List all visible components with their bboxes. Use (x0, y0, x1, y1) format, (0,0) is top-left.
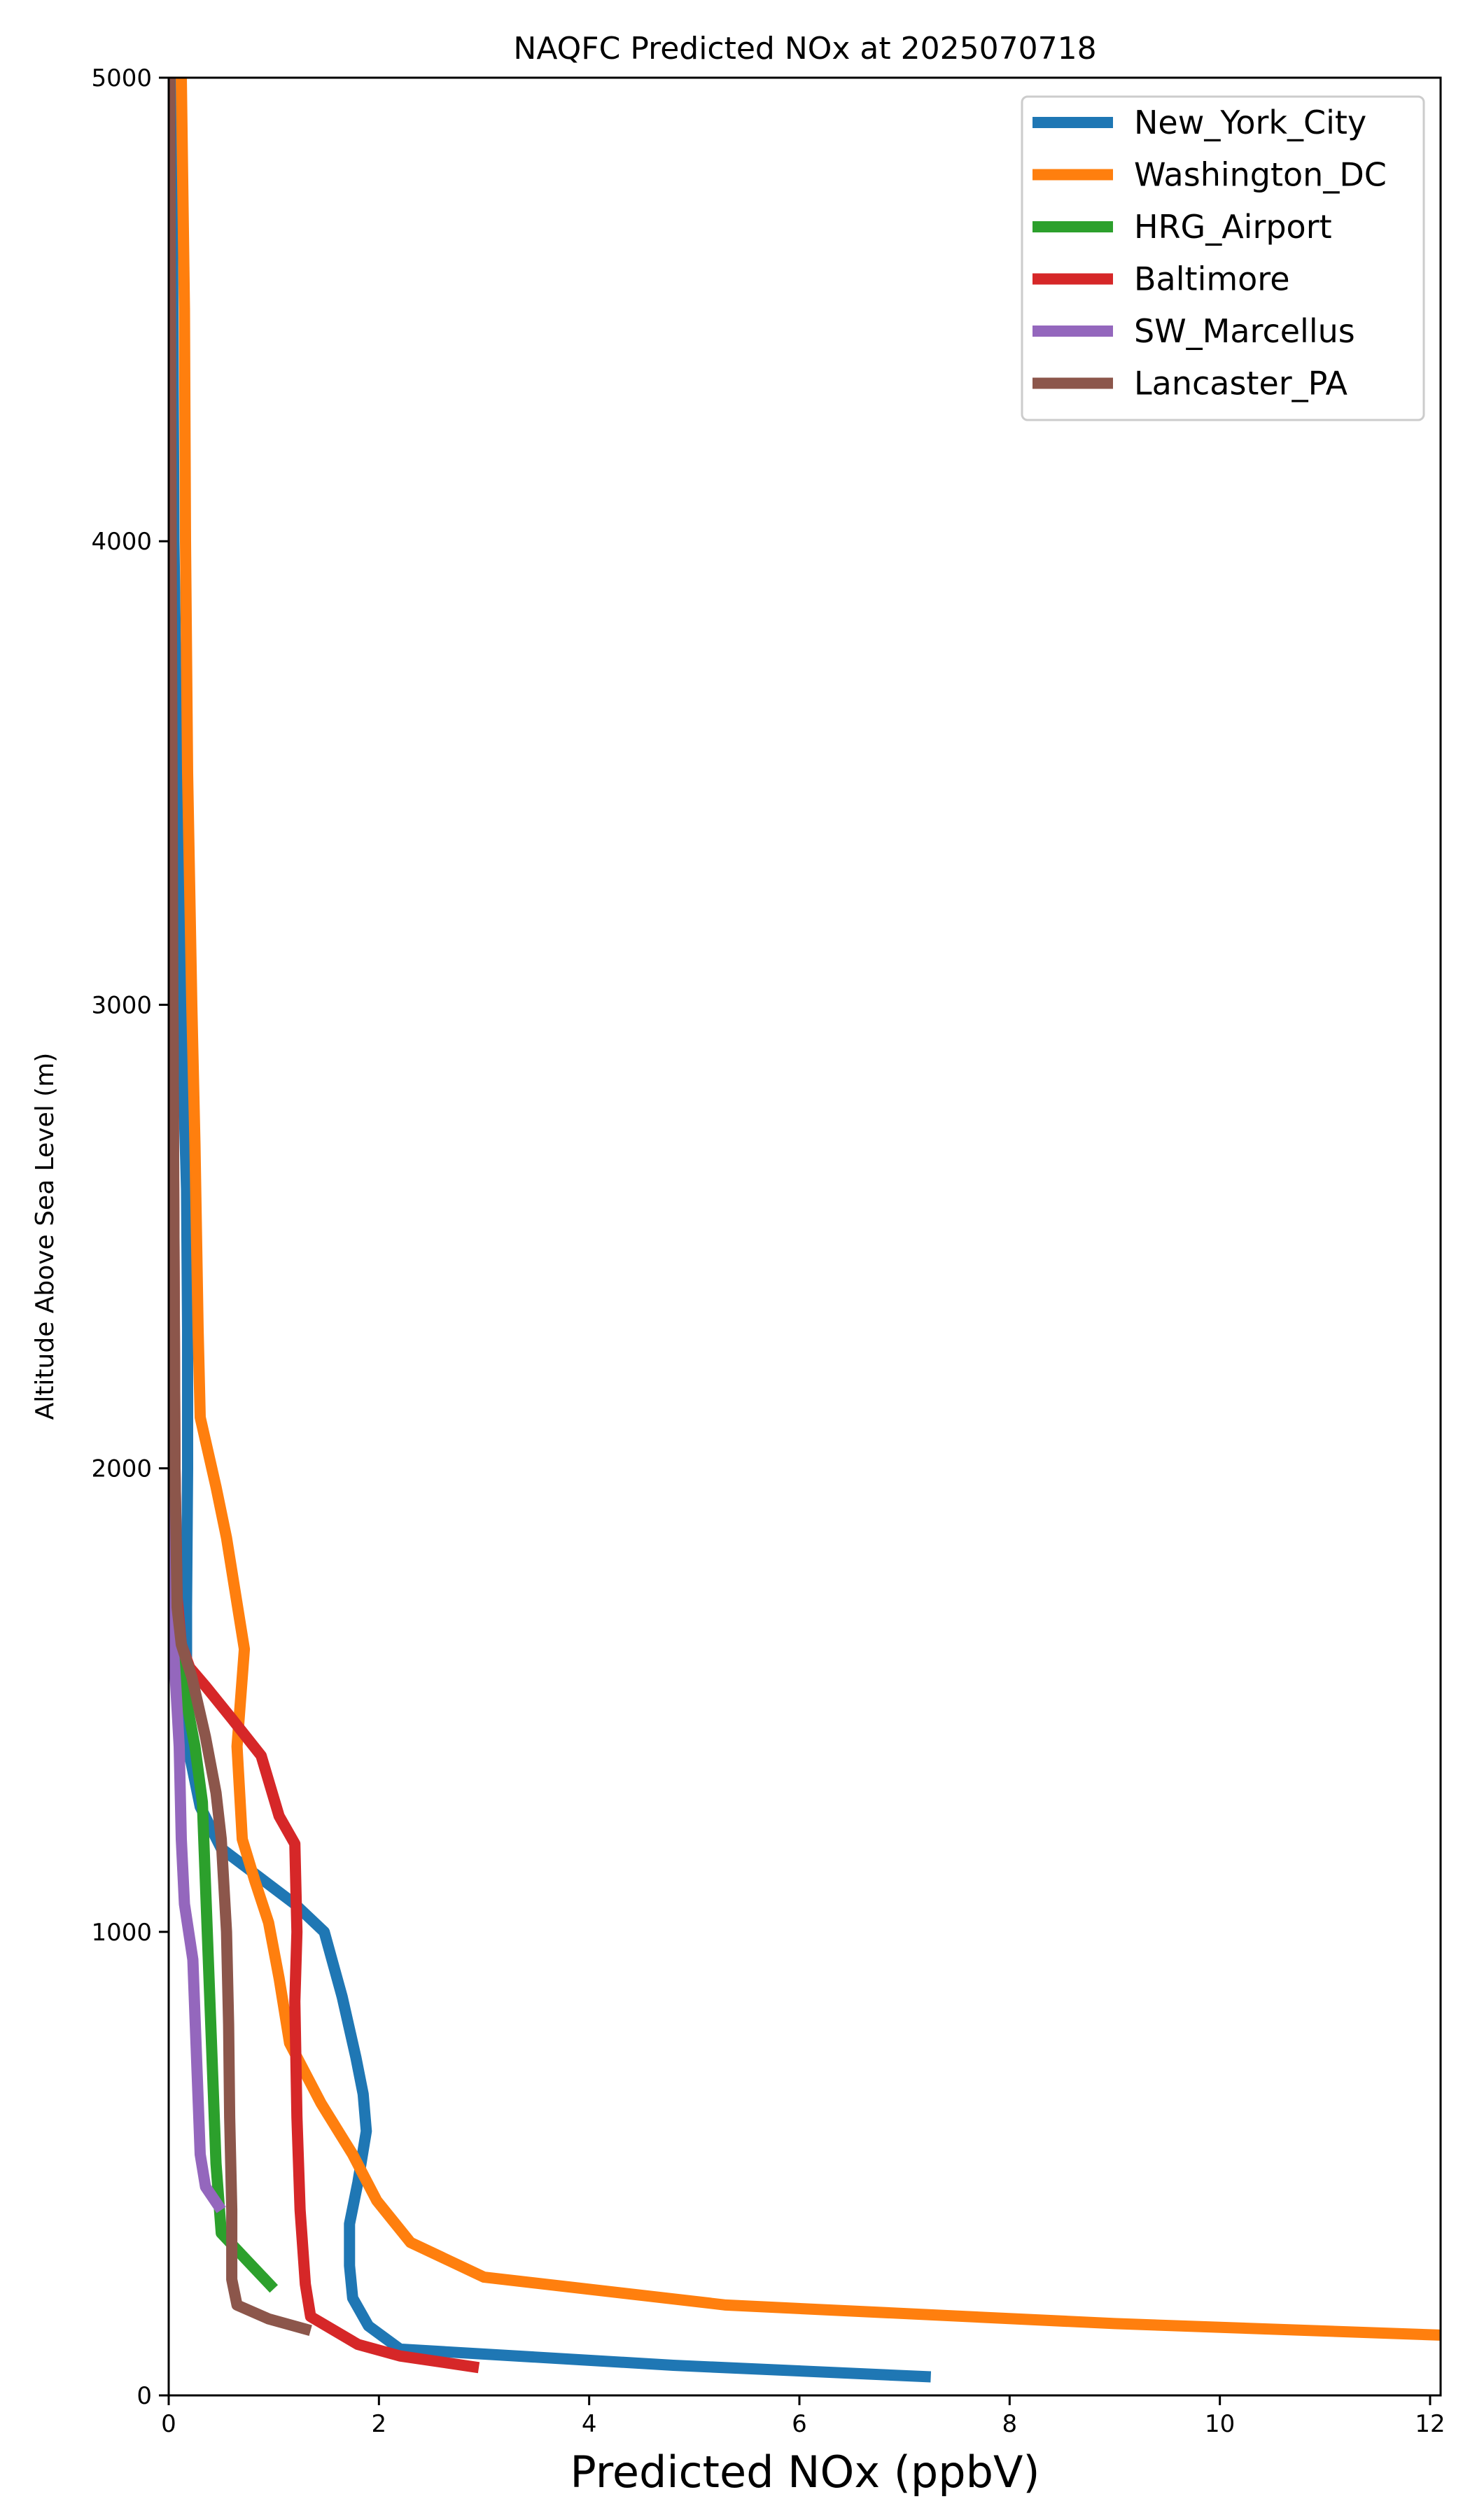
x-tick-label: 4 (582, 2410, 597, 2438)
legend-label: Baltimore (1134, 260, 1290, 298)
x-tick-label: 6 (792, 2410, 807, 2438)
legend-label: Washington_DC (1134, 156, 1387, 194)
x-tick-label: 2 (372, 2410, 387, 2438)
y-tick-label: 5000 (91, 64, 152, 92)
y-tick-label: 3000 (91, 991, 152, 1019)
y-axis-label: Altitude Above Sea Level (m) (31, 1053, 59, 1420)
y-axis: 0 1000 2000 3000 4000 5000 (91, 64, 169, 2410)
series-line-washington-dc (176, 78, 1441, 2341)
x-tick-label: 8 (1002, 2410, 1018, 2438)
x-tick-label: 10 (1205, 2410, 1235, 2438)
chart-title: NAQFC Predicted NOx at 2025070718 (513, 31, 1096, 66)
x-axis: 0 2 4 6 8 10 12 (161, 2395, 1446, 2438)
x-tick-label: 0 (161, 2410, 176, 2438)
legend-label: Lancaster_PA (1134, 365, 1348, 402)
legend-label: New_York_City (1134, 104, 1366, 141)
y-tick-label: 2000 (91, 1455, 152, 1483)
legend-label: HRG_Airport (1134, 208, 1332, 246)
y-tick-label: 0 (136, 2382, 152, 2410)
y-tick-label: 4000 (91, 528, 152, 556)
y-tick-label: 1000 (91, 1919, 152, 1947)
legend-label: SW_Marcellus (1134, 312, 1355, 350)
series-line-sw-marcellus (169, 1376, 226, 2213)
series-line-new-york-city (169, 78, 932, 2383)
x-axis-label: Predicted NOx (ppbV) (570, 2446, 1040, 2498)
series-layer (169, 78, 1441, 2383)
plot-frame (167, 76, 1442, 2397)
x-tick-label: 12 (1415, 2410, 1445, 2438)
series-line-lancaster-pa (169, 78, 312, 2337)
legend-frame (1021, 95, 1425, 421)
legend: New_York_City Washington_DC HRG_Airport Bal… (1021, 95, 1425, 421)
